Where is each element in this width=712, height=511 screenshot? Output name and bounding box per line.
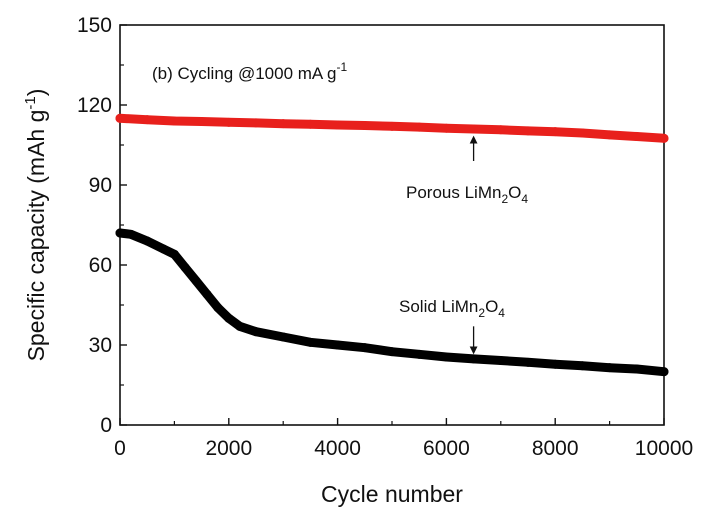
series-point [213, 303, 223, 313]
annotation-porous: Porous LiMn2O4 [406, 135, 528, 206]
series-point [235, 321, 245, 331]
y-tick-label: 90 [89, 174, 112, 197]
series-point [278, 119, 288, 129]
y-axis-title: Specific capacity (mAh g-1) [22, 89, 49, 362]
series-point [441, 123, 451, 133]
series-point [305, 119, 315, 129]
series-point [251, 327, 261, 337]
series-point [251, 118, 261, 128]
series-point [577, 361, 587, 371]
series-point [180, 263, 190, 273]
series-point [224, 117, 234, 127]
series-point [550, 359, 560, 369]
series-point [360, 343, 370, 353]
panel-label-superscript: -1 [337, 60, 348, 74]
annotation-label: Porous LiMn2O4 [406, 183, 528, 206]
series-point [632, 131, 642, 141]
series-point [333, 340, 343, 350]
series-point [360, 121, 370, 131]
series-point [414, 349, 424, 359]
series-point [441, 352, 451, 362]
series-point [191, 276, 201, 286]
y-tick-label: 150 [77, 14, 112, 37]
series-point [496, 355, 506, 365]
series-point [632, 364, 642, 374]
panel-label: (b) Cycling @1000 mA g-1 [152, 60, 348, 83]
x-tick-label: 6000 [423, 437, 470, 460]
series-point [126, 229, 136, 239]
series-point [523, 357, 533, 367]
series-point [115, 113, 125, 123]
series-point [605, 130, 615, 140]
series-point [659, 133, 669, 143]
series-point [115, 228, 125, 238]
series-point [577, 128, 587, 138]
series-point [159, 244, 169, 254]
series-point [659, 367, 669, 377]
series-point [496, 125, 506, 135]
y-tick-label: 0 [100, 414, 112, 437]
x-tick-label: 2000 [205, 437, 252, 460]
series-layer [115, 113, 669, 377]
x-tick-label: 8000 [532, 437, 579, 460]
series-point [142, 115, 152, 125]
annotations: Porous LiMn2O4 Solid LiMn2O4 [399, 135, 528, 355]
x-axis-title: Cycle number [321, 481, 463, 507]
x-axis: 0 2000 4000 6000 8000 10000 [114, 418, 693, 460]
annotation-label: Solid LiMn2O4 [399, 297, 505, 320]
x-tick-label: 4000 [314, 437, 361, 460]
series-point [550, 127, 560, 137]
series-point [414, 122, 424, 132]
x-tick-label: 0 [114, 437, 126, 460]
series-point [224, 313, 234, 323]
annotation-solid: Solid LiMn2O4 [399, 297, 505, 355]
series-point [197, 117, 207, 127]
series-point [333, 120, 343, 130]
y-tick-label: 60 [89, 254, 112, 277]
series-point [202, 289, 212, 299]
series-point [278, 332, 288, 342]
series-point [605, 363, 615, 373]
series-point [387, 347, 397, 357]
series-point [169, 116, 179, 126]
series-point [469, 354, 479, 364]
series-point [469, 124, 479, 134]
y-axis: 0 30 60 90 120 150 [77, 14, 127, 437]
series-point [169, 249, 179, 259]
series-point [523, 126, 533, 136]
y-tick-label: 30 [89, 334, 112, 357]
x-tick-label: 10000 [635, 437, 693, 460]
series-point [305, 337, 315, 347]
y-tick-label: 120 [77, 94, 112, 117]
y-axis-title-superscript: -1 [22, 96, 39, 109]
series-point [387, 121, 397, 131]
series-point [142, 236, 152, 246]
